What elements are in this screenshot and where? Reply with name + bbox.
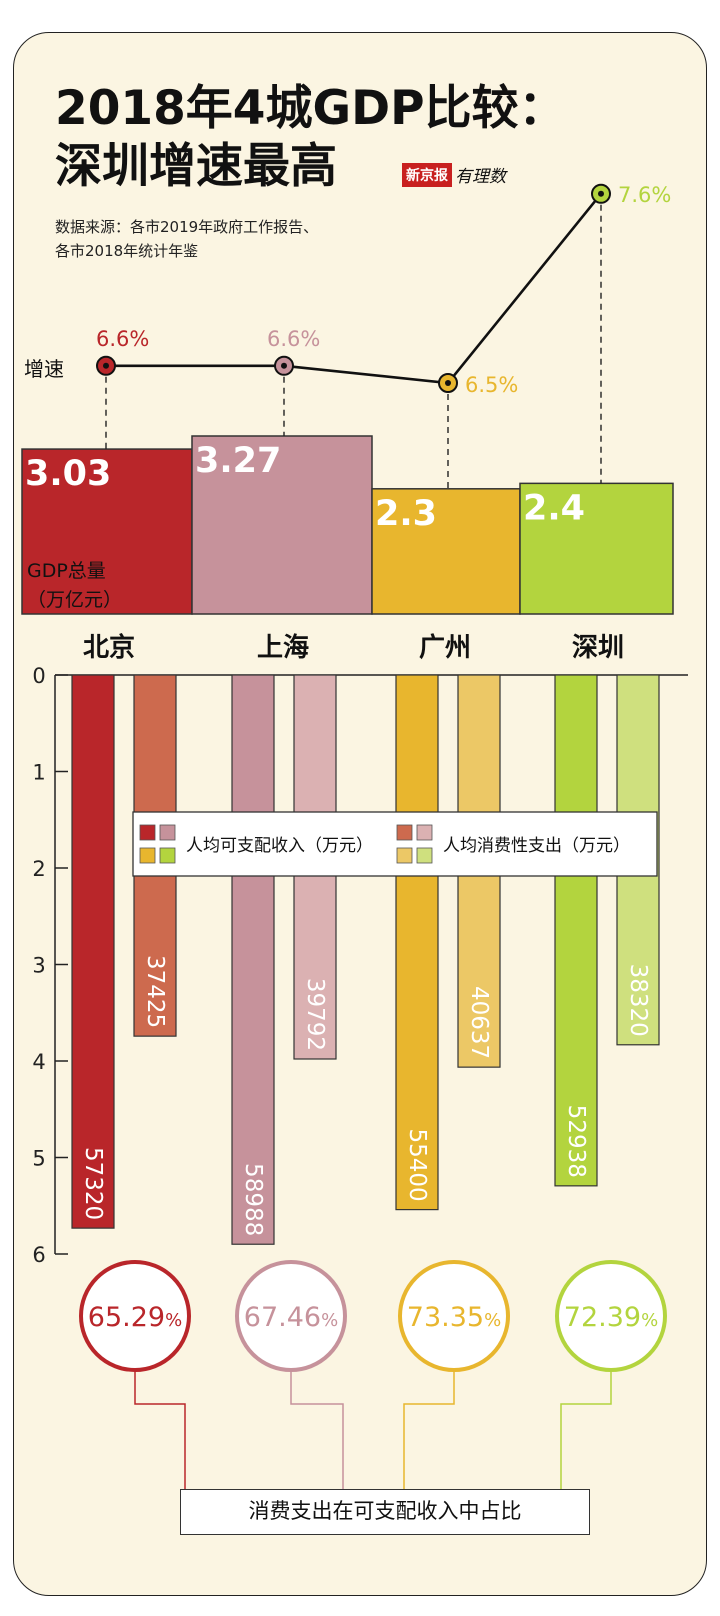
- legend-box: [132, 811, 658, 877]
- legend-swatch: [159, 847, 176, 864]
- legend-swatch: [396, 847, 413, 864]
- gdp-value-label: 3.03: [25, 454, 111, 494]
- income-bar: [554, 674, 598, 1187]
- gdp-value-label: 3.27: [195, 441, 281, 481]
- page-title: 2018年4城GDP比较： 深圳增速最高: [55, 80, 566, 196]
- y-tick-label: 5: [32, 1147, 45, 1171]
- growth-point-center: [103, 362, 109, 369]
- consumption-bar-label: 37425: [142, 955, 168, 1028]
- legend-consumption-label: 人均消费性支出（万元）: [443, 836, 630, 856]
- ratio-caption: 消费支出在可支配收入中占比: [180, 1489, 590, 1535]
- city-label: 广州: [419, 633, 471, 663]
- publisher-logo: 新京报 有理数: [402, 162, 506, 187]
- growth-point-center: [445, 380, 451, 386]
- growth-value-label: 6.6%: [267, 327, 320, 351]
- growth-axis-label: 增速: [24, 357, 64, 381]
- y-tick-label: 3: [32, 954, 45, 978]
- income-bar-label: 55400: [404, 1128, 430, 1201]
- city-label: 北京: [83, 632, 135, 663]
- y-tick-label: 0: [32, 664, 45, 688]
- ratio-connector: [134, 1370, 186, 1489]
- income-bar-label: 52938: [563, 1105, 589, 1178]
- ratio-connector: [290, 1370, 344, 1489]
- income-bar: [71, 674, 115, 1229]
- gdp-bar: [191, 435, 373, 615]
- growth-point-center: [598, 190, 604, 197]
- legend-swatch: [139, 847, 156, 864]
- source-line-2: 各市2018年统计年鉴: [55, 242, 199, 260]
- title-line-1: 2018年4城GDP比较：: [55, 81, 566, 136]
- y-tick-label: 2: [32, 857, 45, 881]
- ratio-unit: %: [484, 1310, 501, 1331]
- legend-income-label: 人均可支配收入（万元）: [186, 836, 373, 856]
- legend-swatch: [139, 824, 156, 841]
- growth-value-label: 6.6%: [96, 327, 149, 351]
- title-line-2: 深圳增速最高: [55, 139, 337, 194]
- consumption-bar-label: 38320: [625, 964, 651, 1037]
- gdp-value-label: 2.3: [375, 494, 437, 534]
- city-label: 上海: [257, 633, 309, 663]
- growth-line: [106, 192, 603, 385]
- gdp-value-label: 2.4: [523, 488, 585, 528]
- gdp-bar: [21, 448, 193, 615]
- ratio-unit: %: [321, 1310, 338, 1331]
- y-tick-label: 1: [32, 761, 45, 785]
- legend-swatch: [416, 824, 433, 841]
- y-tick-label: 4: [32, 1050, 45, 1074]
- gdp-axis-label: GDP总量: [27, 560, 106, 582]
- income-bar: [395, 674, 439, 1211]
- ratio-unit: %: [165, 1310, 182, 1331]
- growth-value-label: 7.6%: [618, 183, 671, 207]
- ratio-unit: %: [641, 1310, 658, 1331]
- logo-box: 新京报: [402, 162, 452, 187]
- y-tick-label: 6: [32, 1243, 45, 1267]
- ratio-connector: [403, 1370, 455, 1489]
- income-bar-label: 58988: [240, 1163, 266, 1236]
- growth-point-center: [281, 362, 287, 369]
- income-bar: [231, 674, 275, 1245]
- legend-swatch: [416, 847, 433, 864]
- city-label: 深圳: [572, 633, 624, 663]
- gdp-axis-unit: （万亿元）: [27, 589, 122, 611]
- logo-script: 有理数: [455, 167, 506, 187]
- gdp-bar: [371, 488, 521, 615]
- ratio-connector: [560, 1370, 612, 1489]
- legend-swatch: [396, 824, 413, 841]
- gdp-bar: [519, 482, 674, 615]
- income-bar-label: 57320: [80, 1147, 106, 1220]
- source-line-1: 数据来源：各市2019年政府工作报告、: [55, 218, 319, 236]
- consumption-bar-label: 40637: [466, 986, 492, 1059]
- growth-value-label: 6.5%: [465, 373, 518, 397]
- consumption-bar-label: 39792: [302, 978, 328, 1051]
- legend-swatch: [159, 824, 176, 841]
